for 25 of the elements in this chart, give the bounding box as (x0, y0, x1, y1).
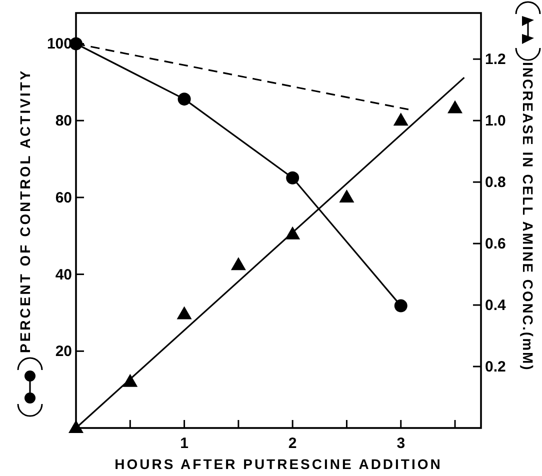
point (393, 112, 408, 126)
y-axis-title: PERCENT OF CONTROL ACTIVITY (17, 68, 33, 353)
point (339, 189, 354, 202)
point (230, 257, 246, 270)
x-tick-label: 2 (288, 435, 297, 452)
point (178, 92, 191, 106)
y2-tick-label: 0.8 (485, 174, 506, 192)
y-tick-label: 80 (55, 112, 72, 130)
y-tick-label: 60 (55, 189, 72, 206)
y-tick-label: 20 (55, 343, 72, 360)
y2-tick-label: 0.4 (485, 297, 507, 314)
y2-tick-label: 0.2 (485, 358, 506, 376)
y-tick-label: 40 (55, 266, 72, 284)
y2-axis-title: INCREASE IN CELL AMINE CONC.(mM) (520, 62, 536, 372)
y2-tick-label: 0.6 (485, 236, 506, 253)
x-tick-label: 3 (396, 435, 406, 452)
point (286, 171, 300, 184)
x-tick-label: 1 (180, 435, 188, 452)
point (176, 306, 192, 320)
point (68, 420, 84, 433)
x-axis-title: HOURS AFTER PUTRESCINE ADDITION (114, 456, 442, 472)
y2-tick-label: 1.0 (485, 112, 506, 130)
point (448, 100, 463, 114)
point (394, 299, 408, 312)
y2-tick-label: 1.2 (485, 51, 506, 68)
